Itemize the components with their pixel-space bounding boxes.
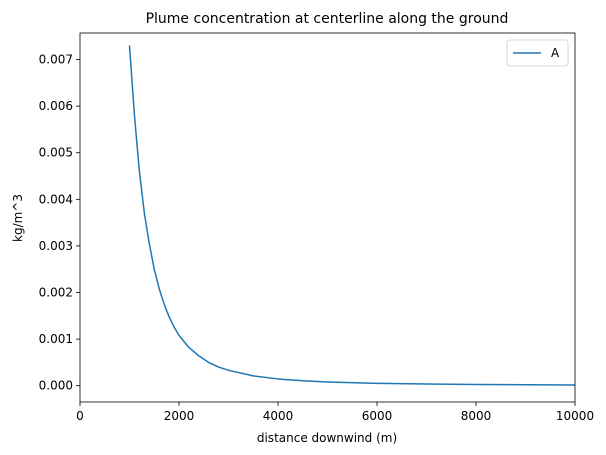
y-tick-label: 0.007 — [39, 53, 73, 67]
x-axis-ticks: 0 2000 4000 6000 8000 10000 — [76, 402, 594, 423]
y-tick-label: 0.002 — [39, 286, 73, 300]
plot-border — [79, 32, 576, 403]
y-tick-label: 0.003 — [39, 239, 73, 253]
y-axis-label: kg/m^3 — [11, 194, 25, 242]
x-tick-label: 2000 — [164, 409, 195, 423]
chart-title: Plume concentration at centerline along … — [146, 11, 509, 27]
x-tick-label: 8000 — [461, 409, 492, 423]
y-tick-label: 0.001 — [39, 332, 73, 346]
x-tick-label: 6000 — [362, 409, 393, 423]
series-layer — [128, 45, 576, 386]
x-tick-label: 4000 — [263, 409, 294, 423]
series-line-a — [128, 45, 576, 386]
x-axis-label: distance downwind (m) — [257, 431, 397, 445]
y-axis-ticks: 0.000 0.001 0.002 0.003 0.004 0.005 0.006 0.007 — [39, 53, 80, 393]
legend: A — [506, 39, 569, 67]
y-tick-label: 0.006 — [39, 99, 73, 113]
y-tick-label: 0.004 — [39, 192, 73, 206]
x-tick-label: 10000 — [556, 409, 594, 423]
y-tick-label: 0.005 — [39, 146, 73, 160]
plot-frame — [80, 33, 575, 402]
y-tick-label: 0.000 — [39, 379, 73, 393]
x-tick-label: 0 — [76, 409, 84, 423]
legend-label: A — [551, 46, 560, 60]
